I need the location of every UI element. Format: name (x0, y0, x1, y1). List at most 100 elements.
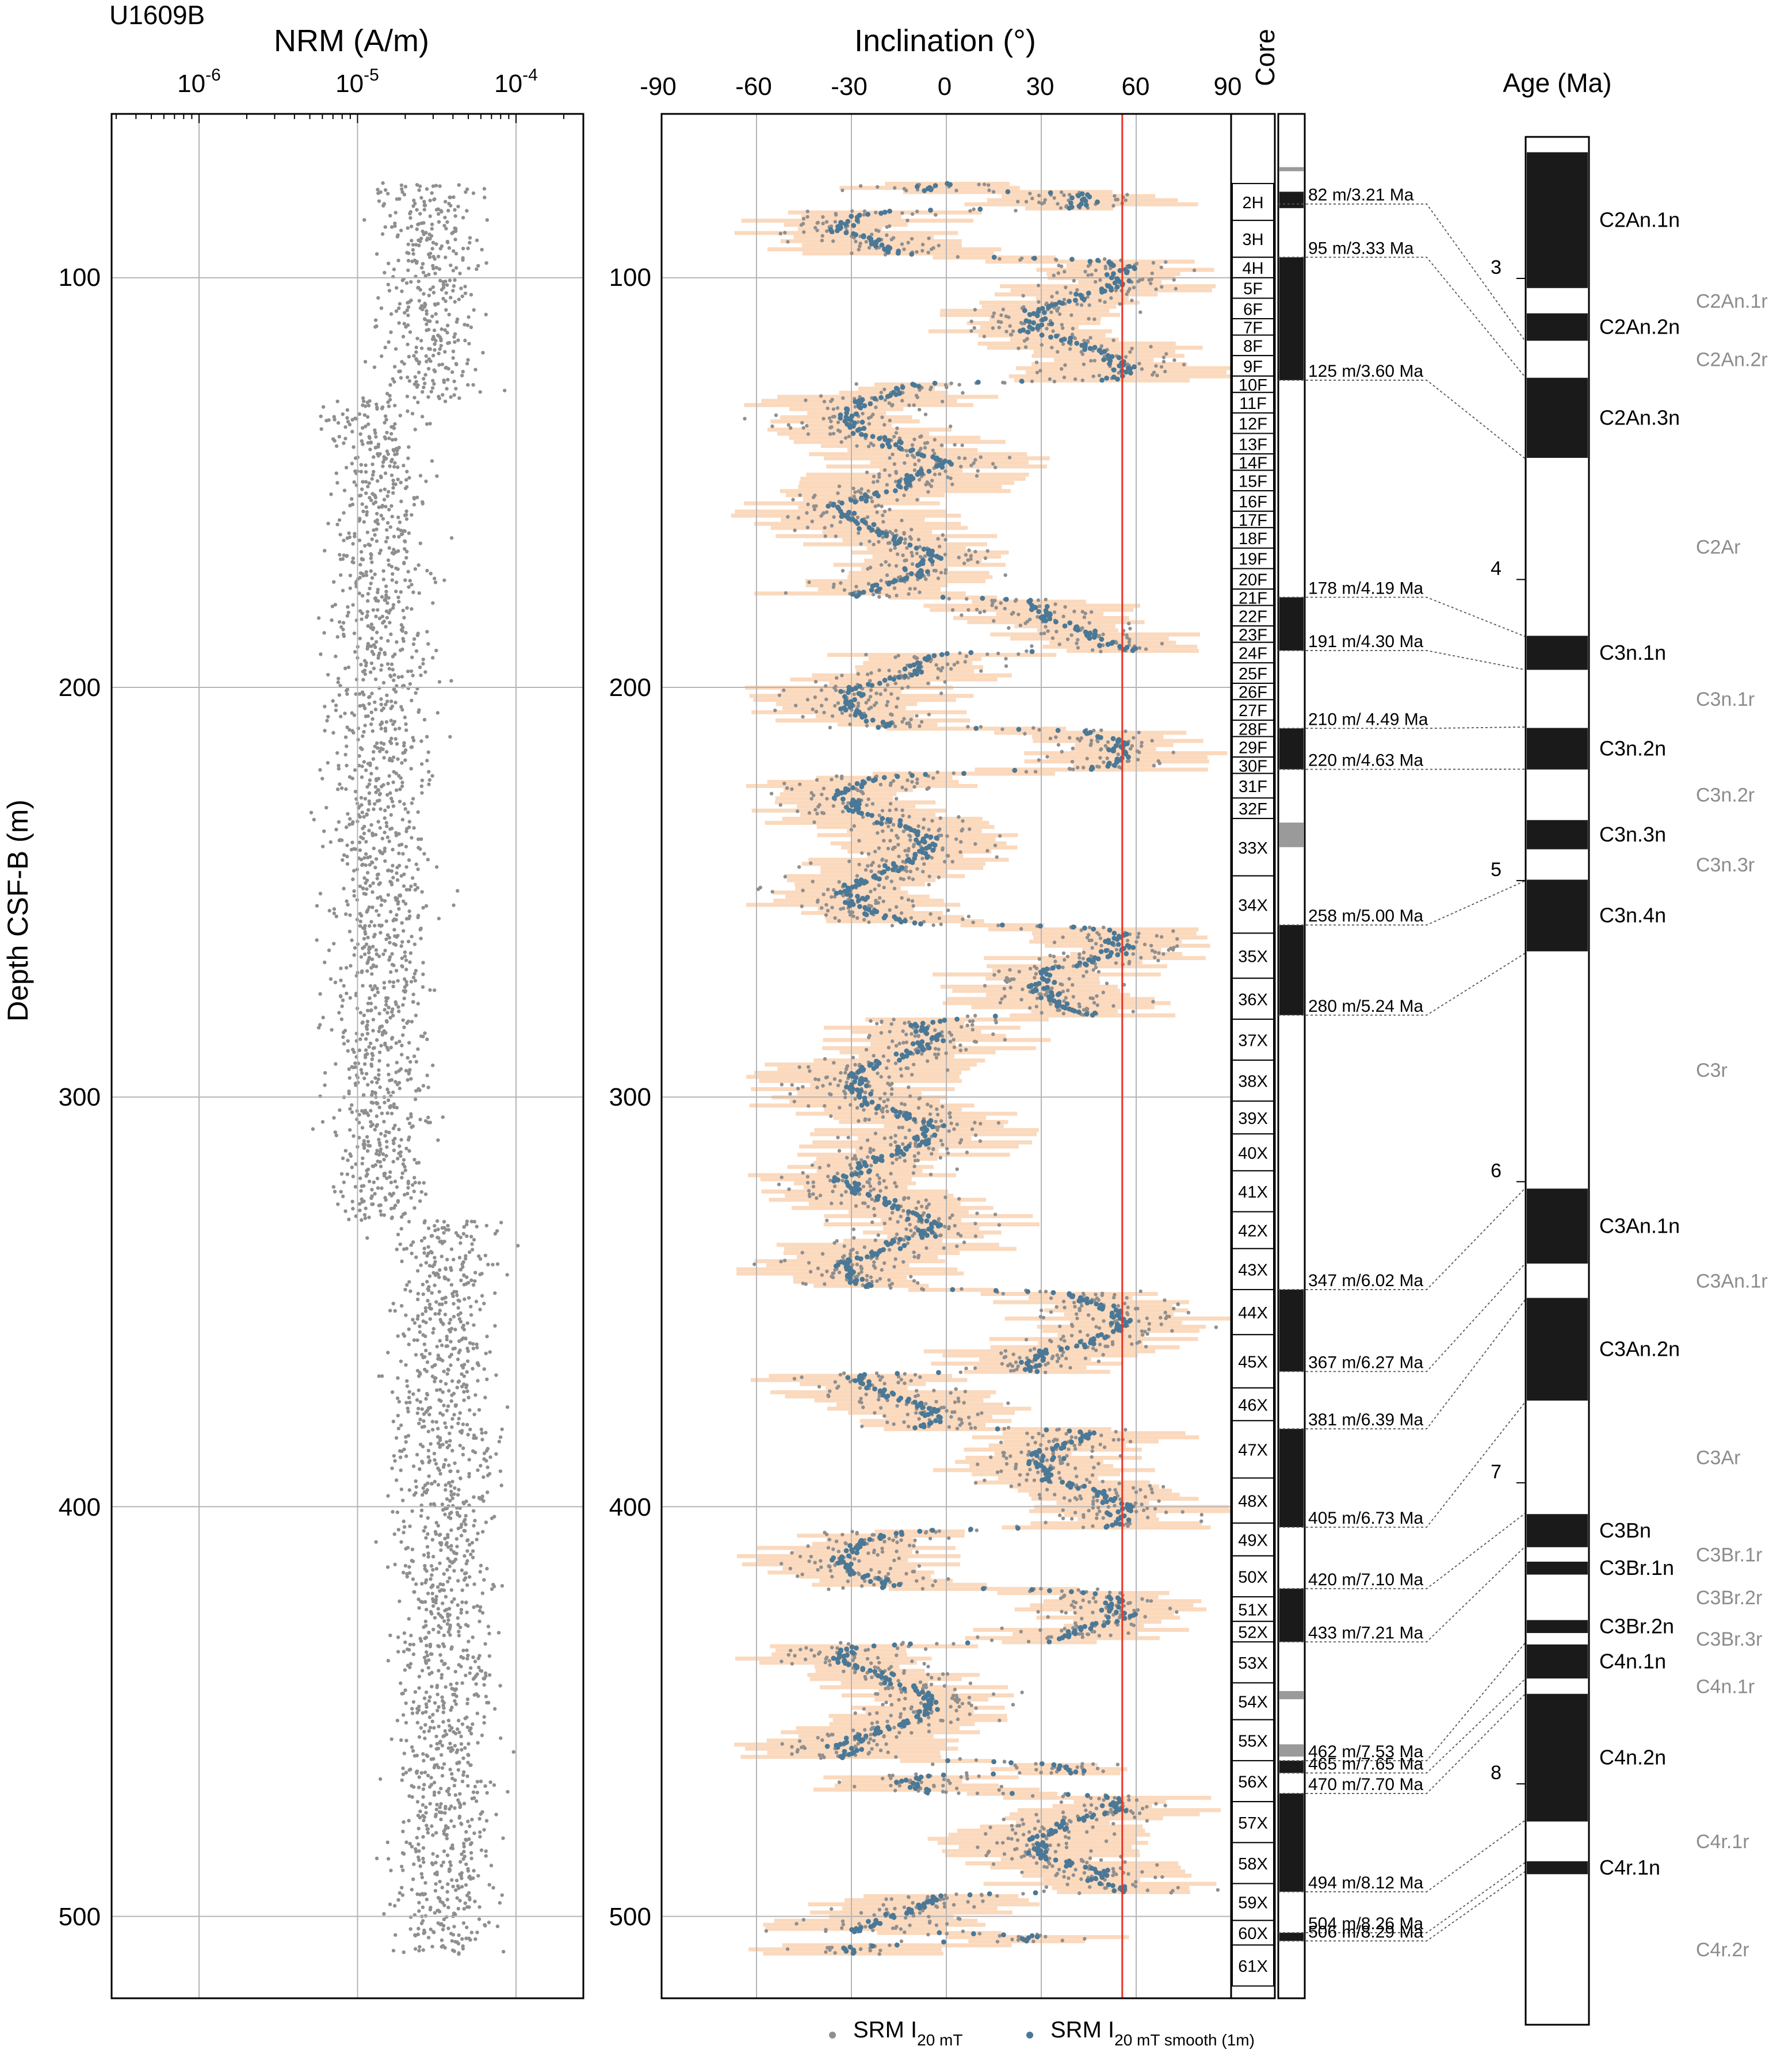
nrm-point (421, 1034, 425, 1039)
nrm-point (395, 878, 400, 882)
raw-point (903, 541, 907, 545)
depth-tick-100: 100 (59, 263, 101, 292)
nrm-point (441, 282, 446, 286)
nrm-point (387, 546, 391, 550)
nrm-point (448, 1516, 453, 1520)
nrm-point (456, 1907, 460, 1911)
nrm-point (347, 728, 351, 732)
nrm-point (377, 1026, 382, 1030)
nrm-point (358, 884, 362, 888)
nrm-point (436, 1524, 440, 1528)
nrm-point (407, 1121, 412, 1126)
nrm-point (451, 1884, 455, 1888)
nrm-point (404, 865, 408, 869)
nrm-point (427, 1729, 431, 1733)
nrm-point (467, 1543, 472, 1547)
nrm-point (457, 1417, 461, 1421)
nrm-point (447, 1869, 452, 1873)
nrm-point (385, 1011, 389, 1015)
nrm-point (469, 293, 473, 297)
nrm-point (422, 1625, 426, 1629)
nrm-point (441, 1508, 445, 1512)
raw-point (1150, 271, 1154, 276)
nrm-point (484, 261, 488, 265)
raw-point (824, 510, 829, 514)
raw-point (908, 587, 912, 591)
nrm-point (449, 1283, 454, 1287)
nrm-point (406, 1138, 411, 1142)
nrm-point (441, 1923, 446, 1928)
nrm-point (391, 1138, 396, 1142)
nrm-point (327, 948, 331, 953)
nrm-point (450, 1776, 454, 1781)
raw-point (1098, 756, 1102, 760)
nrm-point (388, 791, 392, 795)
nrm-point (456, 204, 460, 209)
nrm-point (391, 755, 396, 759)
nrm-point (421, 230, 425, 234)
nrm-point (478, 1570, 482, 1574)
raw-point (1127, 640, 1132, 644)
nrm-point (487, 1673, 492, 1677)
nrm-point (433, 348, 437, 352)
nrm-point (425, 309, 429, 313)
raw-point (857, 531, 861, 536)
nrm-point (444, 299, 448, 303)
raw-point (938, 472, 942, 476)
raw-point (961, 819, 965, 823)
nrm-point (380, 898, 384, 902)
raw-point (923, 554, 927, 559)
nrm-point (389, 718, 393, 722)
nrm-minor-ticks (115, 114, 564, 123)
nrm-point (393, 403, 397, 408)
nrm-point (372, 935, 376, 939)
nrm-point (409, 280, 413, 284)
nrm-point (454, 251, 458, 256)
nrm-point (358, 563, 362, 567)
raw-point (963, 660, 968, 664)
nrm-point (448, 195, 452, 200)
raw-point (1056, 202, 1060, 206)
nrm-point (360, 594, 365, 598)
nrm-point (398, 1891, 402, 1895)
nrm-point (365, 1135, 369, 1139)
nrm-point (470, 1818, 474, 1822)
nrm-point (391, 919, 395, 923)
nrm-point (449, 1588, 454, 1592)
nrm-point (359, 1189, 363, 1193)
nrm-point (344, 787, 348, 791)
nrm-point (379, 903, 384, 907)
raw-point (965, 596, 969, 601)
raw-point (1010, 612, 1014, 616)
raw-point (1054, 735, 1058, 739)
nrm-point (385, 392, 389, 396)
nrm-point (368, 924, 372, 928)
nrm-point (399, 1303, 404, 1308)
nrm-point (462, 1578, 467, 1582)
nrm-point (443, 399, 448, 403)
nrm-point (347, 422, 352, 427)
nrm-point (444, 1543, 448, 1547)
nrm-point (478, 1834, 482, 1839)
nrm-point (422, 292, 426, 296)
nrm-point (494, 1812, 498, 1817)
raw-point (912, 468, 917, 472)
raw-point (900, 242, 904, 246)
raw-point (1037, 193, 1041, 198)
nrm-point (390, 962, 395, 967)
nrm-point (419, 926, 423, 931)
nrm-point (393, 1459, 397, 1463)
raw-point (990, 603, 994, 607)
raw-point (889, 828, 894, 832)
nrm-point (386, 1351, 390, 1355)
nrm-point (461, 1422, 465, 1427)
raw-point (1067, 193, 1072, 197)
nrm-point (346, 1039, 350, 1043)
nrm-point (372, 666, 376, 671)
nrm-point (353, 650, 357, 654)
nrm-point (471, 191, 476, 196)
nrm-point (475, 1780, 480, 1784)
nrm-point (428, 1907, 433, 1912)
nrm-point (400, 817, 405, 822)
nrm-point (409, 1077, 413, 1081)
